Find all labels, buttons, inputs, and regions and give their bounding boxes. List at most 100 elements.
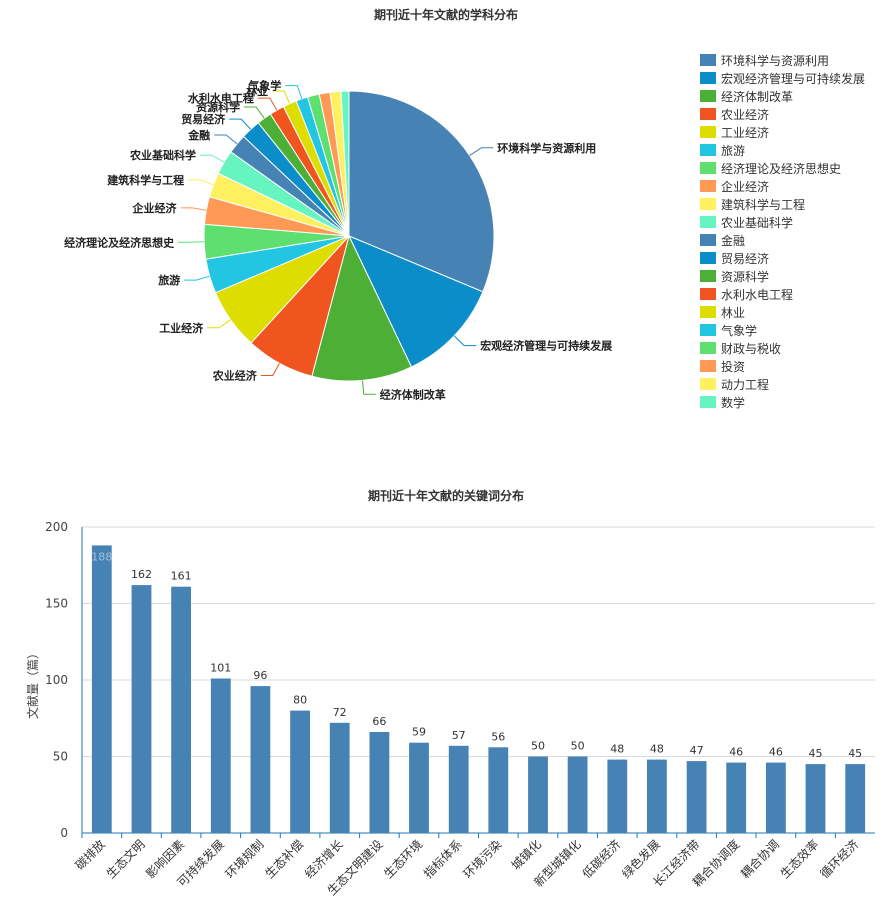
- bar-value-label-5: 96: [253, 669, 267, 682]
- legend-swatch-8: [700, 180, 716, 192]
- bar-value-label-14: 48: [610, 743, 624, 756]
- bar-value-label-1: 188: [91, 550, 112, 563]
- legend-label-2[interactable]: 宏观经济管理与可持续发展: [721, 71, 865, 86]
- pie-chart: 期刊近十年文献的学科分布 环境科学与资源利用宏观经济管理与可持续发展经济体制改革…: [64, 7, 865, 410]
- legend-label-8[interactable]: 企业经济: [721, 179, 769, 194]
- pie-slice-label-5: 工业经济: [159, 321, 204, 335]
- pie-slice-label-15: 林业: [246, 84, 268, 98]
- bar-value-label-16: 47: [690, 744, 704, 757]
- pie-slice-label-13: 资源科学: [196, 100, 240, 114]
- pie-slice-label-4: 农业经济: [212, 369, 258, 383]
- pie-label-line-16: [285, 85, 303, 100]
- legend-label-1[interactable]: 环境科学与资源利用: [721, 53, 829, 68]
- y-tick-label-2: 50: [53, 750, 68, 764]
- bar-11[interactable]: [488, 747, 509, 833]
- bar-value-label-11: 56: [491, 730, 505, 743]
- pie-slice-label-1: 环境科学与资源利用: [497, 141, 596, 155]
- pie-slice-2[interactable]: [347, 235, 484, 368]
- legend-label-17[interactable]: 财政与税收: [721, 342, 781, 356]
- legend-label-12[interactable]: 贸易经济: [721, 251, 769, 266]
- legend-label-18[interactable]: 投资: [721, 359, 745, 374]
- legend-label-9[interactable]: 建筑科学与工程: [721, 197, 805, 212]
- bar-value-label-17: 46: [729, 746, 743, 759]
- x-tick-label-11: 环境污染: [460, 837, 505, 882]
- bar-19[interactable]: [805, 764, 826, 833]
- bar-12[interactable]: [528, 756, 548, 834]
- bar-value-label-15: 48: [650, 743, 664, 756]
- x-tick-label-19: 生态效率: [777, 837, 822, 882]
- bar-7[interactable]: [329, 722, 350, 833]
- pie-label-line-7: [178, 241, 205, 243]
- bar-14[interactable]: [607, 759, 628, 833]
- x-tick-label-5: 环境规制: [222, 837, 267, 882]
- x-tick-label-2: 生态文明: [103, 837, 148, 882]
- x-tick-label-10: 指标体系: [420, 837, 465, 882]
- bar-3[interactable]: [171, 586, 191, 833]
- legend-swatch-2: [700, 72, 716, 84]
- bar-4[interactable]: [210, 678, 231, 834]
- bar-16[interactable]: [686, 761, 707, 833]
- bar-9[interactable]: [409, 742, 429, 833]
- legend-label-10[interactable]: 农业基础科学: [721, 215, 793, 230]
- legend-swatch-18: [700, 360, 716, 372]
- pie-slice-label-9: 建筑科学与工程: [107, 173, 184, 187]
- pie-label-line-15: [272, 90, 291, 104]
- legend-label-20[interactable]: 数学: [721, 395, 745, 410]
- bar-18[interactable]: [766, 762, 786, 833]
- legend-swatch-6: [700, 144, 716, 156]
- bar-5[interactable]: [250, 686, 271, 833]
- bar-value-label-9: 59: [412, 726, 426, 739]
- y-tick-label-5: 200: [45, 520, 68, 534]
- legend-label-13[interactable]: 资源科学: [721, 269, 769, 284]
- bar-value-label-4: 101: [210, 662, 231, 675]
- pie-slice-20[interactable]: [340, 90, 350, 237]
- bar-15[interactable]: [647, 759, 667, 833]
- legend-label-15[interactable]: 林业: [721, 306, 745, 320]
- bar-6[interactable]: [290, 710, 310, 833]
- bar-value-label-20: 45: [848, 747, 862, 760]
- bar-1[interactable]: [91, 545, 112, 833]
- pie-slice-label-14: 水利水电工程: [188, 91, 254, 105]
- pie-slice-3[interactable]: [311, 234, 413, 382]
- legend-label-5[interactable]: 工业经济: [721, 125, 769, 140]
- legend-label-19[interactable]: 动力工程: [721, 377, 769, 392]
- bar-chart: 期刊近十年文献的关键词分布 文献量（篇） 0 50 100 150 200 188 162…: [25, 488, 875, 898]
- pie-slice-1[interactable]: [348, 90, 495, 293]
- bar-x-tick-labels: 碳排放生态文明影响因素可持续发展环境规制生态补偿经济增长生态文明建设生态环境指标…: [72, 833, 861, 898]
- pie-label-line-13: [244, 106, 265, 119]
- bar-value-label-7: 72: [333, 706, 347, 719]
- legend-swatch-7: [700, 162, 716, 174]
- bar-17[interactable]: [726, 762, 747, 833]
- bar-13[interactable]: [567, 756, 588, 834]
- legend-label-14[interactable]: 水利水电工程: [721, 287, 793, 302]
- pie-label-line-9: [188, 179, 214, 186]
- legend-swatch-10: [700, 216, 716, 228]
- bar-8[interactable]: [369, 732, 390, 833]
- bar-value-label-8: 66: [372, 715, 386, 728]
- legend-label-7[interactable]: 经济理论及经济思想史: [721, 161, 841, 176]
- pie-label-line-10: [200, 154, 225, 163]
- legend-swatch-16: [700, 324, 716, 336]
- legend-label-3[interactable]: 经济体制改革: [721, 89, 793, 104]
- x-tick-label-18: 耦合协调: [737, 837, 782, 882]
- legend-swatch-11: [700, 234, 716, 246]
- bar-value-label-2: 162: [131, 568, 152, 581]
- legend-label-11[interactable]: 金融: [721, 233, 745, 248]
- pie-slice-label-12: 贸易经济: [181, 112, 226, 126]
- bar-2[interactable]: [131, 585, 152, 833]
- legend-label-6[interactable]: 旅游: [721, 144, 745, 158]
- pie-slice-label-16: 气象学: [247, 79, 281, 93]
- legend-swatch-14: [700, 288, 716, 300]
- bar-value-label-18: 46: [769, 746, 783, 759]
- bar-value-label-12: 50: [531, 740, 545, 753]
- legend-swatch-1: [700, 54, 716, 66]
- pie-label-line-12: [229, 118, 252, 130]
- bar-20[interactable]: [845, 764, 866, 833]
- bar-value-label-6: 80: [293, 694, 307, 707]
- legend-label-4[interactable]: 农业经济: [721, 107, 769, 122]
- bar-10[interactable]: [448, 745, 469, 833]
- legend-swatch-9: [700, 198, 716, 210]
- pie-slice-label-11: 金融: [187, 128, 210, 142]
- legend-label-16[interactable]: 气象学: [721, 323, 757, 338]
- pie-label-line-8: [180, 207, 207, 211]
